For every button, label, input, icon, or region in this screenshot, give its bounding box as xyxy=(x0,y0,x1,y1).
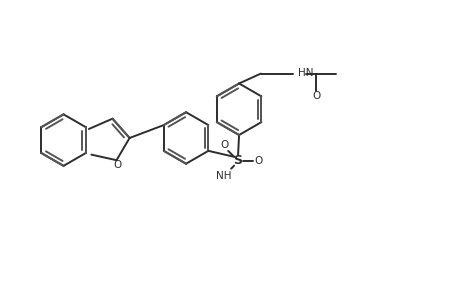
Text: O: O xyxy=(112,160,121,170)
Text: HN: HN xyxy=(297,68,313,78)
Text: NH: NH xyxy=(216,171,231,181)
Text: O: O xyxy=(219,140,228,150)
Text: O: O xyxy=(254,156,263,166)
Text: O: O xyxy=(312,91,320,101)
Text: S: S xyxy=(233,154,242,167)
